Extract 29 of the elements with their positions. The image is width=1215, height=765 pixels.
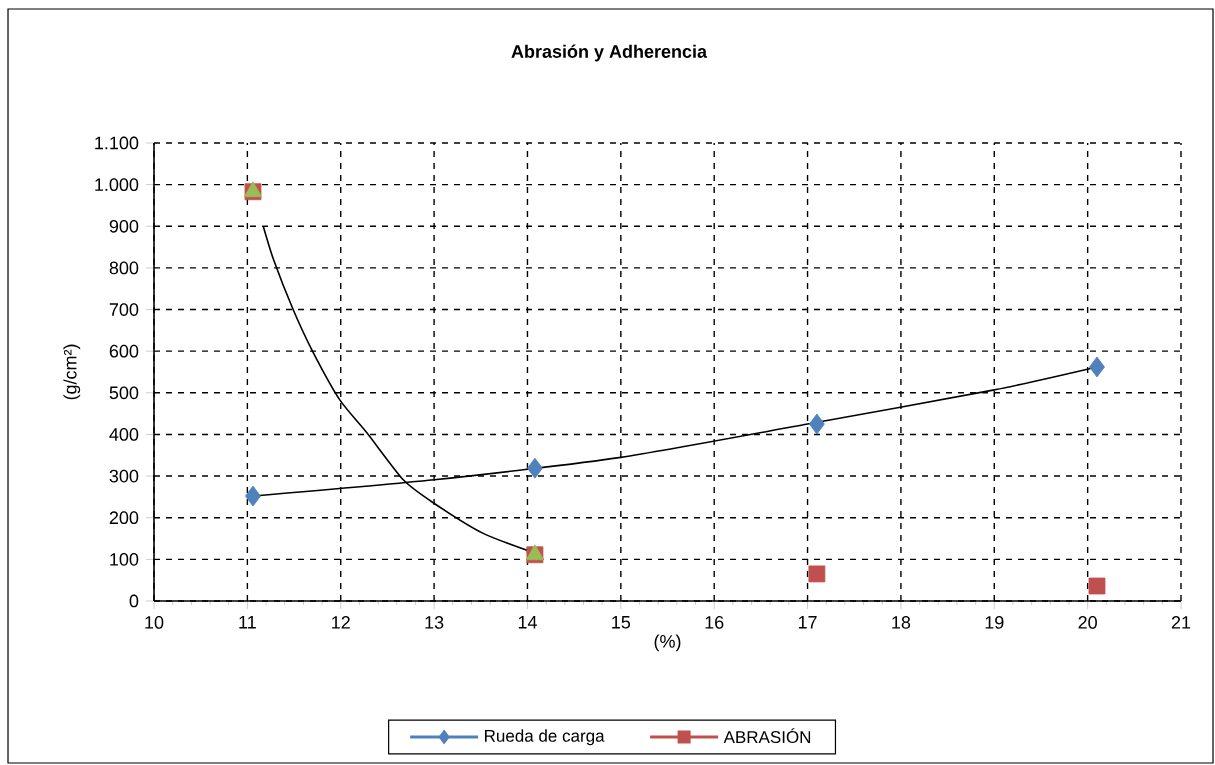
- y-tick-label: 900: [109, 219, 139, 233]
- x-tick-label: 17: [798, 616, 817, 629]
- y-axis-title: (g/cm²): [63, 344, 81, 400]
- x-tick-label: 16: [705, 616, 724, 629]
- x-tick-label: 19: [985, 616, 1004, 629]
- y-tick-label: 100: [110, 552, 139, 566]
- y-tick-label: 400: [109, 428, 139, 441]
- y-tick-label: 500: [109, 386, 139, 400]
- y-tick-label: 200: [109, 511, 139, 525]
- y-tick-label: 1.000: [95, 178, 139, 192]
- y-tick-label: 300: [109, 469, 139, 483]
- x-tick-label: 15: [612, 616, 631, 629]
- x-tick-label: 12: [332, 616, 350, 629]
- x-tick-label: 21: [1171, 616, 1191, 629]
- y-tick-label: 600: [109, 344, 139, 358]
- x-tick-label: 20: [1078, 616, 1097, 629]
- y-tick-label: 0: [129, 594, 139, 608]
- x-tick-label: 13: [425, 616, 444, 629]
- legend-label: ABRASIÓN: [723, 728, 811, 744]
- x-axis-title: (%): [654, 634, 681, 652]
- x-tick-label: 11: [239, 616, 256, 629]
- y-tick-label: 800: [109, 261, 139, 275]
- y-tick-label: 1.100: [95, 136, 139, 150]
- x-tick-label: 14: [518, 616, 537, 629]
- x-tick-label: 18: [892, 616, 911, 629]
- legend-label: Rueda de carga: [485, 729, 605, 746]
- y-tick-label: 700: [109, 303, 139, 316]
- x-tick-label: 10: [145, 616, 164, 629]
- chart-title: Abrasión y Adherencia: [511, 44, 708, 62]
